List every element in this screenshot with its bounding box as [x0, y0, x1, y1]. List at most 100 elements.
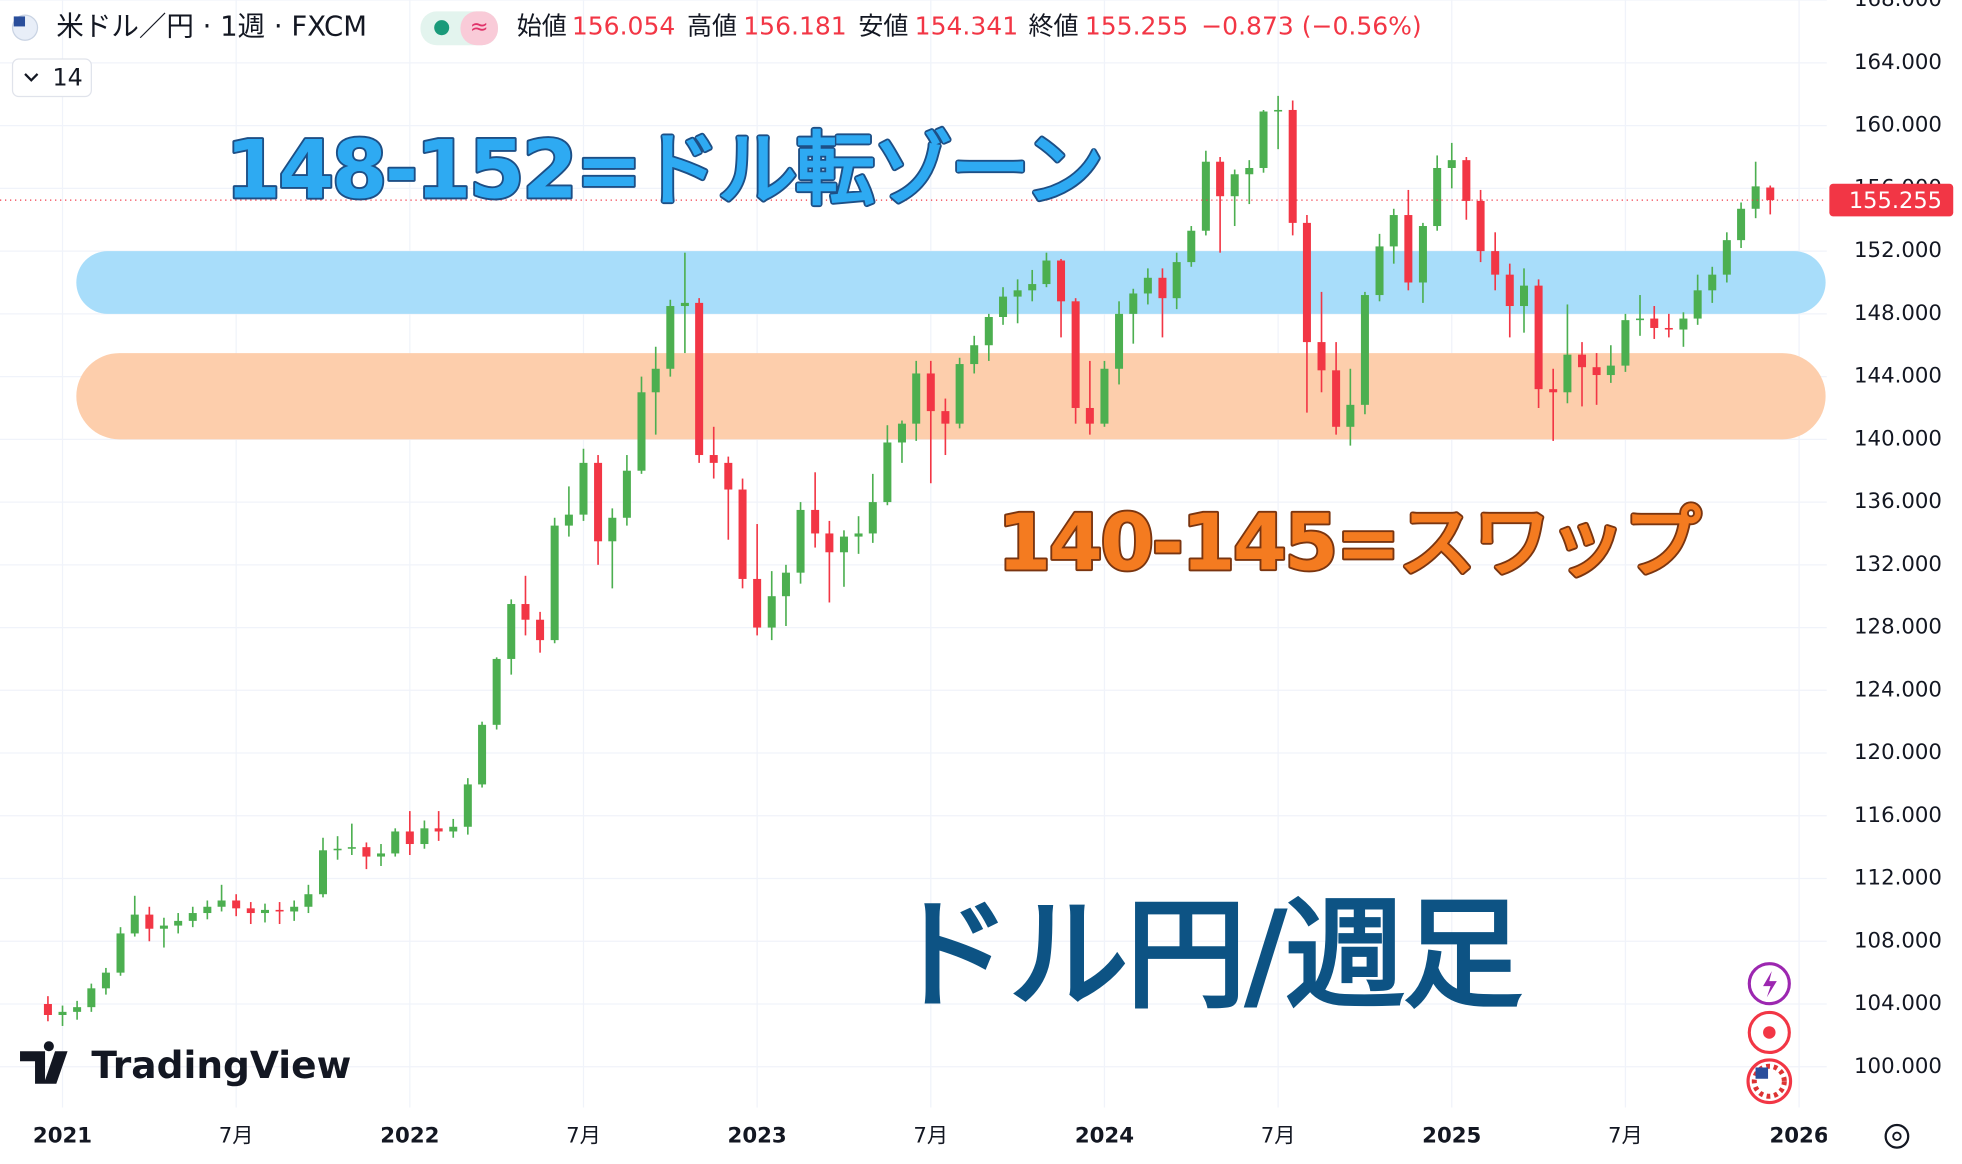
last-price-label: 155.255 — [1849, 188, 1942, 214]
candle-body — [781, 572, 790, 597]
candle-body — [1042, 260, 1051, 285]
y-tick-label: 120.000 — [1854, 740, 1942, 765]
candle-body — [420, 828, 429, 845]
indicator-value: 14 — [53, 63, 83, 91]
candle-body — [724, 462, 733, 490]
candle-body — [232, 900, 241, 909]
candle-body — [1606, 365, 1615, 376]
y-tick-label: 144.000 — [1854, 364, 1942, 389]
candle-body — [43, 1004, 52, 1015]
candle-body — [1216, 161, 1225, 197]
candle-body — [101, 972, 110, 989]
candle-body — [1650, 318, 1659, 328]
candle-body — [1534, 285, 1543, 390]
candle-body — [434, 828, 443, 832]
y-tick-label: 132.000 — [1854, 552, 1942, 577]
x-tick-label: 7月 — [913, 1123, 948, 1148]
market-open-dot — [434, 20, 450, 36]
change: −0.873 (−0.56%) — [1201, 12, 1421, 41]
candle-body — [651, 368, 660, 393]
x-tick-label: 2021 — [33, 1123, 92, 1148]
candle-body — [1187, 230, 1196, 263]
candle-body — [1375, 246, 1384, 296]
candle-body — [1578, 354, 1587, 368]
candle-body — [1028, 284, 1037, 291]
candle-body — [449, 826, 458, 832]
candle-body — [1143, 277, 1152, 294]
candle-body — [608, 517, 617, 542]
x-tick-label: 7月 — [1261, 1123, 1296, 1148]
annotation: ドル円/週足 — [891, 886, 1523, 1025]
candle-body — [275, 909, 284, 912]
candle-body — [174, 920, 183, 926]
candle-body — [883, 442, 892, 503]
candle-body — [1404, 215, 1413, 283]
indicator-toggle[interactable] — [11, 58, 92, 98]
candle-body — [1505, 274, 1514, 307]
chevron — [24, 73, 39, 82]
y-tick-label: 148.000 — [1854, 301, 1942, 326]
settings-icon[interactable] — [1884, 1123, 1910, 1149]
last-price-box — [1829, 183, 1954, 217]
flag-canton-small — [1755, 1067, 1769, 1079]
candle-body — [1447, 160, 1456, 168]
y-tick-label: 168.000 — [1854, 0, 1942, 12]
candle-body — [1245, 167, 1254, 175]
bolt — [1763, 971, 1777, 998]
y-tick-label: 104.000 — [1854, 991, 1942, 1016]
candle-body — [1389, 215, 1398, 247]
y-tick-label: 100.000 — [1854, 1054, 1942, 1079]
candle-body — [58, 1011, 67, 1015]
candle-body — [1057, 260, 1066, 302]
candle-body — [622, 470, 631, 518]
candle-body — [1592, 367, 1601, 376]
ohlc-legend: 始値 156.054 高値 156.181 安値 154.341 終値 155.255 — [517, 12, 1189, 41]
ohlc-value: 154.341 — [915, 12, 1018, 41]
y-tick-label: 136.000 — [1854, 489, 1942, 514]
candle-body — [868, 502, 877, 534]
candle-body — [695, 302, 704, 456]
x-tick-label: 2025 — [1422, 1123, 1481, 1148]
zone — [76, 353, 1826, 440]
candle-body — [637, 392, 646, 471]
candle-body — [362, 847, 371, 857]
candle-body — [767, 596, 776, 628]
candle-body — [854, 533, 863, 537]
symbol[interactable]: 米ドル／円 · 1週 · FXCM — [56, 11, 367, 43]
ohlc-value: 155.255 — [1085, 12, 1188, 41]
candle-body — [1071, 301, 1080, 408]
candle-body — [594, 462, 603, 542]
candle-body — [1360, 295, 1369, 405]
brand-logo — [20, 1041, 68, 1084]
candles — [0, 95, 1827, 1026]
candle-body — [1346, 404, 1355, 427]
candle-body — [1664, 327, 1673, 330]
candle-body — [1274, 109, 1283, 112]
candle-body — [1708, 274, 1717, 291]
zone — [76, 251, 1826, 314]
candle-body — [260, 909, 270, 914]
candle-body — [290, 906, 299, 912]
candle-body — [1129, 293, 1138, 314]
x-tick-label: 7月 — [1608, 1123, 1643, 1148]
candle-body — [203, 906, 212, 914]
candle-body — [318, 850, 328, 895]
candle-body — [1722, 240, 1731, 275]
x-tick-label: 7月 — [219, 1123, 254, 1148]
candle-body — [999, 296, 1008, 317]
y-tick-label: 116.000 — [1854, 803, 1942, 828]
candle-body — [738, 489, 747, 579]
candle-body — [1679, 318, 1688, 330]
candle-body — [1172, 262, 1181, 299]
x-tick-label: 2026 — [1769, 1123, 1828, 1148]
candle-body — [811, 509, 820, 534]
candle-body — [753, 578, 762, 628]
candle-body — [1288, 109, 1297, 223]
candle-body — [1230, 174, 1239, 197]
candle-body — [839, 536, 848, 553]
record-dot — [1763, 1026, 1776, 1039]
candle-body — [1332, 370, 1341, 427]
candle-body — [246, 908, 255, 914]
